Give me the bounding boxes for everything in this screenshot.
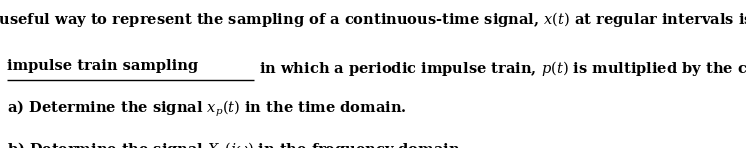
Text: a) Determine the signal $\mathit{x}_\mathit{p}$$\mathit{(t)}$ in the time domain: a) Determine the signal $\mathit{x}_\mat… (7, 99, 407, 119)
Text: A useful way to represent the sampling of a continuous-time signal, $\mathit{x}$: A useful way to represent the sampling o… (0, 10, 746, 29)
Text: in which a periodic impulse train, $\mathit{p}$$\mathit{(t)}$ is multiplied by t: in which a periodic impulse train, $\mat… (254, 59, 746, 78)
Text: b) Determine the signal $\mathit{X}_\mathit{p}$$\mathit{(j\omega)}$ in the frequ: b) Determine the signal $\mathit{X}_\mat… (7, 141, 465, 148)
Text: impulse train sampling: impulse train sampling (7, 59, 198, 73)
